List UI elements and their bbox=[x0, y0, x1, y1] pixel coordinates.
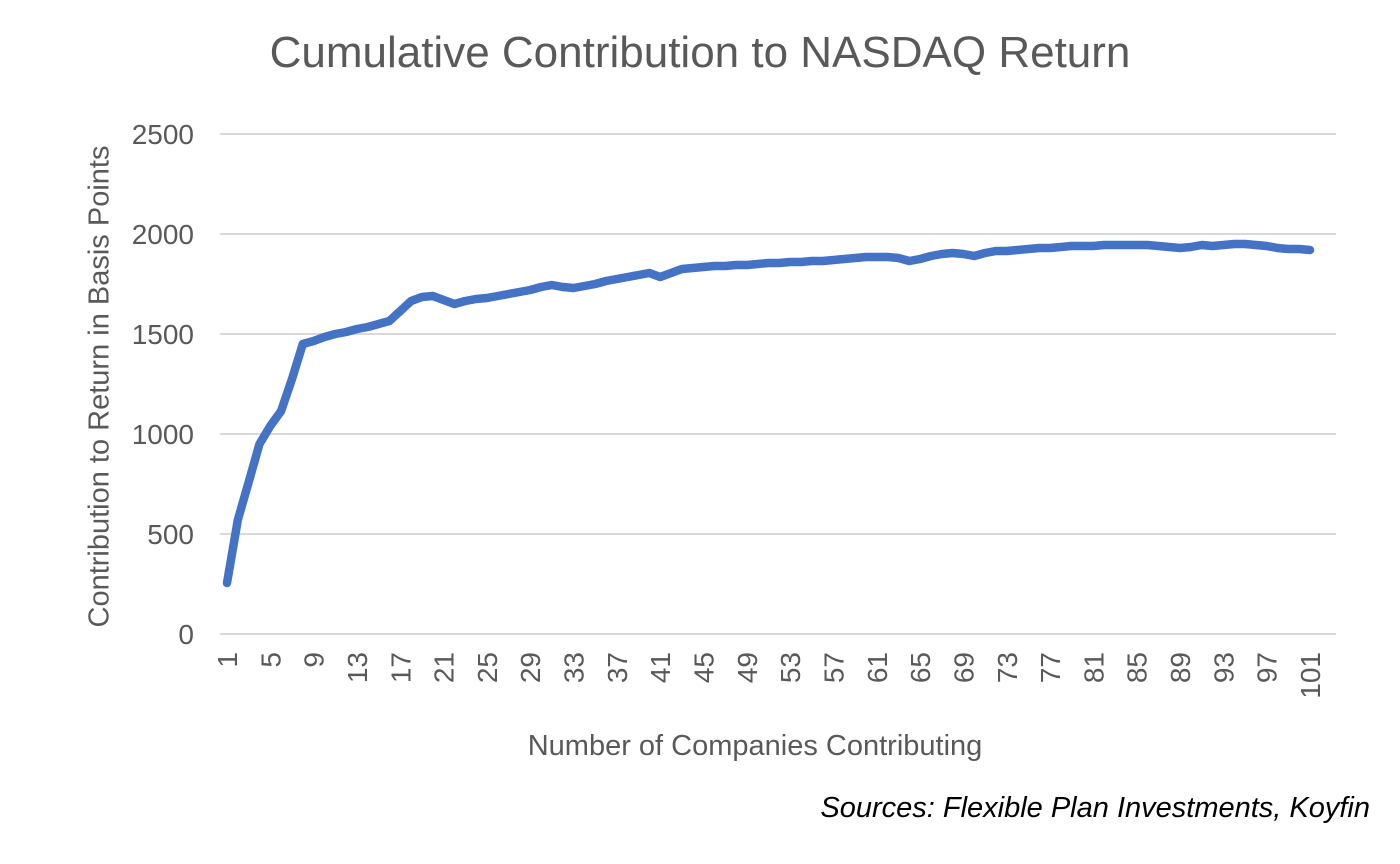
cumulative-return-line bbox=[222, 239, 1315, 588]
x-tick-label: 65 bbox=[905, 652, 936, 683]
x-tick-label: 57 bbox=[818, 652, 849, 683]
y-tick-label: 0 bbox=[178, 619, 194, 650]
x-tick-label: 13 bbox=[342, 652, 373, 683]
x-tick-label: 33 bbox=[559, 652, 590, 683]
x-tick-label: 93 bbox=[1208, 652, 1239, 683]
x-tick-label: 1 bbox=[212, 652, 243, 668]
x-tick-label: 89 bbox=[1165, 652, 1196, 683]
x-tick-label: 101 bbox=[1295, 652, 1326, 699]
x-tick-label: 49 bbox=[732, 652, 763, 683]
x-tick-label: 69 bbox=[948, 652, 979, 683]
x-tick-label: 45 bbox=[689, 652, 720, 683]
x-tick-label: 21 bbox=[429, 652, 460, 683]
x-axis-title: Number of Companies Contributing bbox=[527, 730, 983, 762]
y-tick-label: 2500 bbox=[132, 119, 194, 150]
source-note: Sources: Flexible Plan Investments, Koyf… bbox=[820, 792, 1370, 824]
x-tick-label: 77 bbox=[1035, 652, 1066, 683]
x-tick-label: 25 bbox=[472, 652, 503, 683]
x-tick-label: 29 bbox=[515, 652, 546, 683]
y-tick-label: 2000 bbox=[132, 219, 194, 250]
x-tick-label: 37 bbox=[602, 652, 633, 683]
x-tick-label: 9 bbox=[299, 652, 330, 668]
x-tick-label: 81 bbox=[1078, 652, 1109, 683]
x-tick-label: 17 bbox=[385, 652, 416, 683]
x-tick-label: 73 bbox=[992, 652, 1023, 683]
x-tick-label: 41 bbox=[645, 652, 676, 683]
x-tick-label: 5 bbox=[255, 652, 286, 668]
y-tick-label: 1500 bbox=[132, 319, 194, 350]
x-tick-label: 97 bbox=[1252, 652, 1283, 683]
x-tick-label: 61 bbox=[862, 652, 893, 683]
x-tick-label: 53 bbox=[775, 652, 806, 683]
y-tick-label: 1000 bbox=[132, 419, 194, 450]
x-tick-label: 85 bbox=[1122, 652, 1153, 683]
y-axis-title: Contribution to Return in Basis Points bbox=[83, 145, 116, 628]
chart-title: Cumulative Contribution to NASDAQ Return bbox=[269, 28, 1131, 77]
y-tick-label: 500 bbox=[147, 519, 194, 550]
